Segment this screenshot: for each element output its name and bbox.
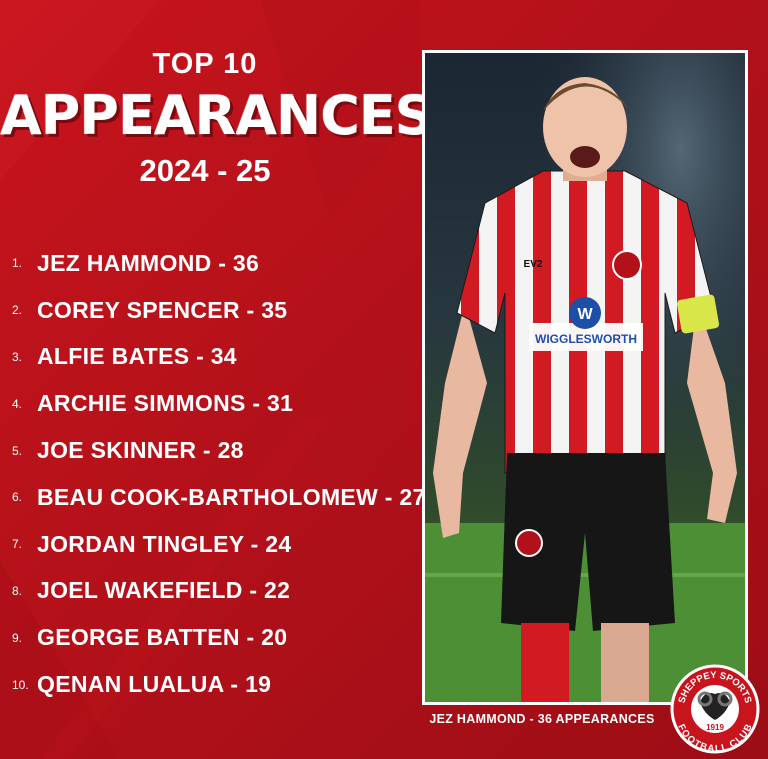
rank-number: 7. [12,537,23,552]
club-crest-logo: SHEPPEY SPORTS FOOTBALL CLUB 1919 [670,664,760,754]
player-entry: JOE SKINNER - 28 [37,437,244,464]
list-item: 6. BEAU COOK-BARTHOLOMEW - 27 [12,474,426,521]
ranking-list: 1. JEZ HAMMOND - 36 2. COREY SPENCER - 35 … [12,240,426,708]
player-illustration: W WIGGLESWORTH EV2 [425,53,745,702]
player-entry: ARCHIE SIMMONS - 31 [37,390,294,417]
list-item: 10. QENAN LUALUA - 19 [12,661,426,708]
rank-number: 5. [12,443,23,458]
player-entry: JORDAN TINGLEY - 24 [37,530,292,557]
player-entry: JEZ HAMMOND - 36 [37,249,260,276]
list-item: 4. ARCHIE SIMMONS - 31 [12,380,426,427]
heading-top-label: TOP 10 [152,48,258,80]
svg-text:W: W [577,306,593,323]
player-entry: GEORGE BATTEN - 20 [37,624,288,651]
rank-number: 8. [12,583,23,598]
shirt-sponsor: WIGGLESWORTH [535,332,637,346]
rank-number: 6. [12,490,23,505]
rank-number: 4. [12,396,23,411]
player-photo: W WIGGLESWORTH EV2 [422,50,748,705]
season-label: 2024 - 25 [139,153,271,188]
list-item: 5. JOE SKINNER - 28 [12,427,426,474]
rank-number: 2. [12,303,23,318]
rank-number: 1. [12,256,23,271]
kit-brand: EV2 [524,259,543,270]
player-entry: BEAU COOK-BARTHOLOMEW - 27 [37,483,426,510]
rank-number: 10. [12,677,29,692]
list-item: 7. JORDAN TINGLEY - 24 [12,521,426,568]
club-year: 1919 [706,723,724,732]
list-item: 1. JEZ HAMMOND - 36 [12,240,426,287]
rank-number: 3. [12,349,23,364]
list-item: 3. ALFIE BATES - 34 [12,334,426,381]
player-entry: QENAN LUALUA - 19 [37,671,272,698]
list-item: 9. GEORGE BATTEN - 20 [12,614,426,661]
photo-caption: JEZ HAMMOND - 36 APPEARANCES [429,712,655,726]
player-entry: ALFIE BATES - 34 [37,343,237,370]
page-title: APPEARANCES [0,84,434,147]
list-item: 2. COREY SPENCER - 35 [12,287,426,334]
player-entry: JOEL WAKEFIELD - 22 [37,577,291,604]
player-entry: COREY SPENCER - 35 [37,296,288,323]
rank-number: 9. [12,630,23,645]
list-item: 8. JOEL WAKEFIELD - 22 [12,568,426,615]
